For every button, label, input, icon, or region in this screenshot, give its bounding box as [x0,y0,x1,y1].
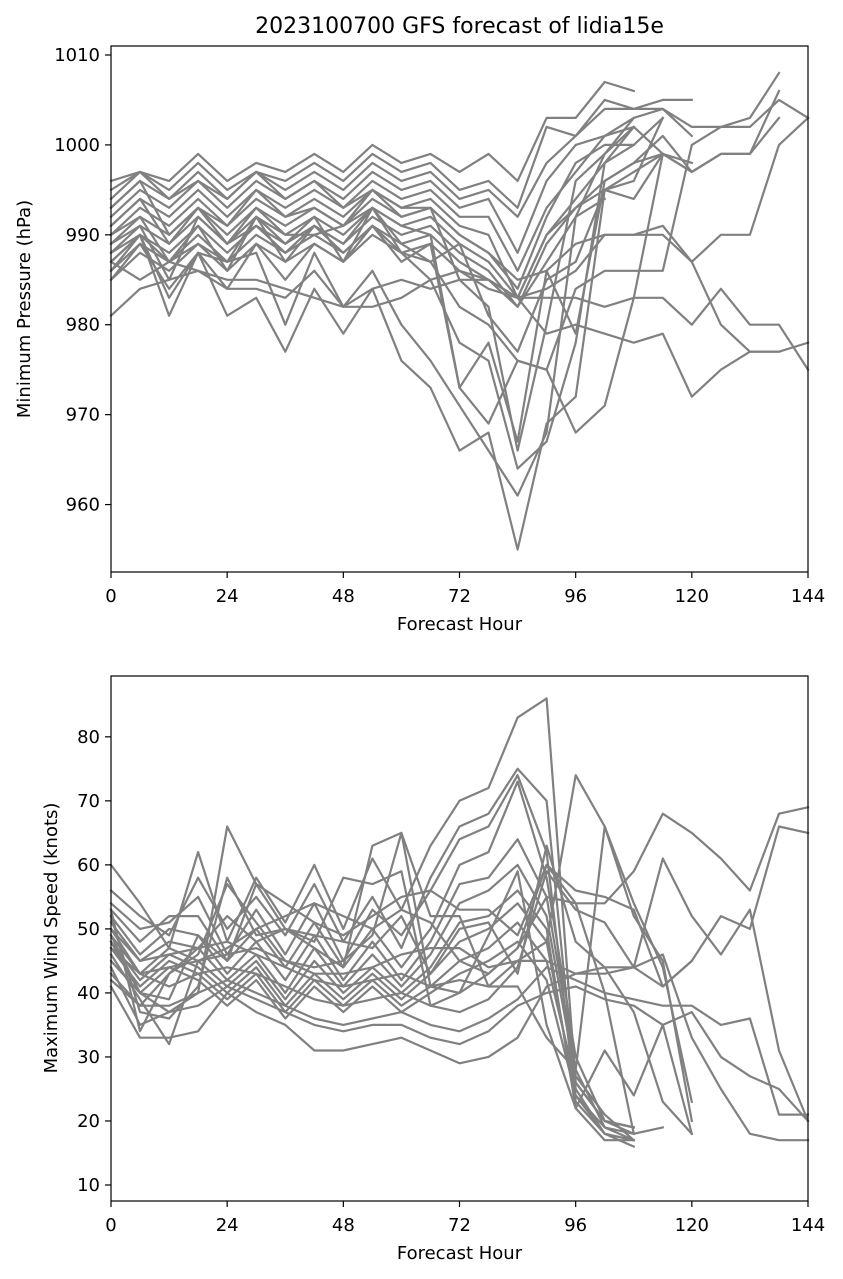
wind-series-line-13 [109,966,810,1116]
wind-y-tick-label: 40 [77,983,100,1004]
wind-series-line-8 [109,902,636,1142]
pressure-x-tick-label: 96 [564,586,587,607]
pressure-x-axis-label: Forecast Hour [397,614,523,635]
pressure-series-line-21 [109,116,781,443]
wind-series-line-12 [109,965,810,1123]
wind-x-tick-label: 120 [675,1215,709,1236]
wind-series-line-16 [109,857,810,1123]
wind-series-line-22 [109,870,694,1136]
wind-y-tick-label: 20 [77,1111,100,1132]
chart-title: 2023100700 GFS forecast of lidia15e [255,14,664,39]
pressure-y-tick-label: 970 [66,405,100,426]
wind-plot-frame [110,675,809,1202]
wind-y-tick-label: 30 [77,1047,100,1068]
pressure-y-tick-label: 980 [66,315,100,336]
pressure-series-line-1 [109,80,636,183]
wind-series-line-10 [109,940,636,1142]
pressure-y-tick-label: 990 [66,225,100,246]
pressure-series-line-20 [109,71,781,452]
wind-y-tick-label: 70 [77,791,100,812]
pressure-x-tick-label: 120 [675,586,709,607]
wind-y-tick-label: 80 [77,727,100,748]
pressure-y-tick-label: 960 [66,495,100,516]
wind-series-line-14 [109,870,810,1142]
pressure-series-line-15 [109,152,694,551]
pressure-series-line-16 [109,125,636,497]
wind-x-tick-label: 96 [564,1215,587,1236]
pressure-series-line-22 [109,116,665,353]
wind-series-lines [109,697,810,1149]
wind-y-tick-label: 50 [77,919,100,940]
pressure-series-line-3 [109,107,694,218]
pressure-x-tick-label: 24 [216,586,239,607]
wind-y-tick-label: 60 [77,855,100,876]
wind-x-tick-label: 0 [105,1215,116,1236]
wind-series-line-19 [109,825,694,1123]
wind-y-tick-label: 10 [77,1175,100,1196]
pressure-plot: 0 24 48 72 96 120 144 960 970 980 990 1000 1010 For… [14,45,825,635]
wind-series-line-1 [109,697,636,1129]
pressure-y-tick-label: 1010 [54,45,100,66]
pressure-series-line-18 [109,98,810,371]
wind-x-tick-label: 24 [216,1215,239,1236]
wind-plot: 0 24 48 72 96 120 144 10 20 30 40 50 60 70 80 Forecas… [41,675,825,1264]
wind-x-axis: 0 24 48 72 96 120 144 [105,1201,825,1236]
pressure-series-lines [109,71,810,551]
wind-series-line-2 [109,767,636,1142]
wind-x-tick-label: 144 [791,1215,825,1236]
wind-x-tick-label: 72 [448,1215,471,1236]
wind-series-line-20 [109,844,694,1136]
pressure-x-axis: 0 24 48 72 96 120 144 [105,572,825,607]
pressure-y-axis: 960 970 980 990 1000 1010 [54,45,111,516]
wind-y-axis: 10 20 30 40 50 60 70 80 [77,727,111,1196]
wind-x-axis-label: Forecast Hour [397,1243,523,1264]
wind-series-line-6 [109,863,636,1142]
wind-series-line-3 [109,774,636,1149]
pressure-x-tick-label: 144 [791,586,825,607]
pressure-series-line-13 [109,269,810,372]
pressure-series-line-2 [109,98,693,209]
pressure-series-line-5 [109,125,694,272]
pressure-x-tick-label: 72 [448,586,471,607]
wind-series-line-15 [109,805,810,995]
pressure-x-tick-label: 48 [332,586,355,607]
pressure-series-line-12 [109,170,810,353]
pressure-y-axis-label: Minimum Pressure (hPa) [14,200,35,418]
pressure-y-tick-label: 1000 [54,135,100,156]
pressure-x-tick-label: 0 [105,586,116,607]
wind-x-tick-label: 48 [332,1215,355,1236]
wind-y-axis-label: Maximum Wind Speed (knots) [41,803,62,1074]
wind-series-line-21 [109,863,665,1135]
